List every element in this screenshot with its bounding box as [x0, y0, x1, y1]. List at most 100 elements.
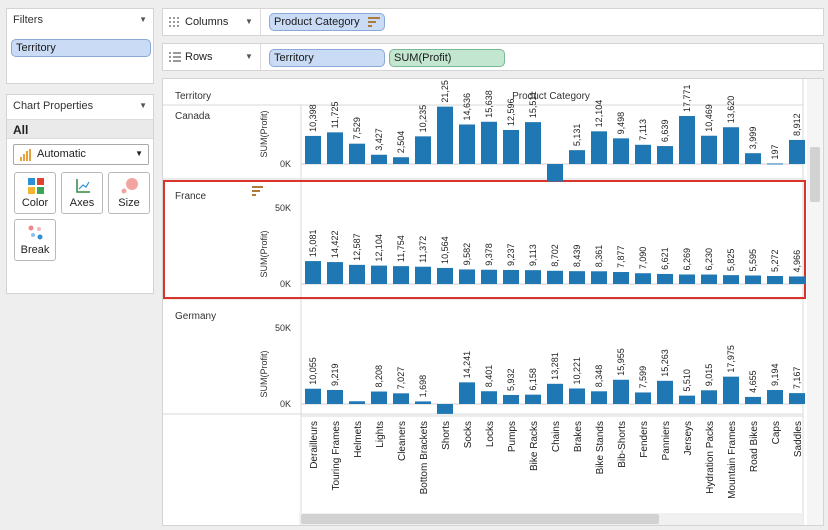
- break-button[interactable]: Break: [14, 219, 56, 261]
- chart-properties-header[interactable]: Chart Properties ▼: [7, 95, 153, 117]
- bar-canada[interactable]: [591, 131, 607, 164]
- vertical-scrollbar-thumb[interactable]: [810, 147, 820, 202]
- bar-canada[interactable]: [767, 163, 783, 165]
- color-button[interactable]: Color: [14, 172, 56, 214]
- columns-pill-product-category[interactable]: Product Category: [269, 13, 385, 31]
- bar-germany[interactable]: [415, 401, 431, 404]
- bar-canada[interactable]: [503, 129, 519, 164]
- bar-canada[interactable]: [459, 124, 475, 164]
- chart-properties-panel: Chart Properties ▼ All Automatic ▼ Color…: [6, 94, 154, 294]
- bar-germany[interactable]: [547, 383, 563, 404]
- bar-france[interactable]: [437, 267, 453, 284]
- bar-canada[interactable]: [723, 127, 739, 164]
- horizontal-scrollbar-thumb[interactable]: [301, 514, 659, 524]
- bar-canada[interactable]: [789, 139, 805, 164]
- bar-canada[interactable]: [657, 146, 673, 164]
- bar-germany[interactable]: [327, 389, 343, 404]
- bar-germany[interactable]: [349, 401, 365, 404]
- bar-germany[interactable]: [789, 393, 805, 404]
- bar-canada[interactable]: [679, 116, 695, 164]
- bar-france[interactable]: [613, 272, 629, 284]
- bar-germany[interactable]: [767, 390, 783, 404]
- bar-canada[interactable]: [569, 150, 585, 164]
- columns-pill-label: Product Category: [274, 16, 360, 28]
- bar-canada[interactable]: [349, 143, 365, 164]
- bar-france[interactable]: [503, 269, 519, 284]
- bar-canada[interactable]: [481, 121, 497, 164]
- sort-icon[interactable]: [252, 186, 263, 196]
- chevron-down-icon[interactable]: ▼: [245, 17, 253, 26]
- bar-canada[interactable]: [635, 144, 651, 164]
- chevron-down-icon[interactable]: ▼: [245, 52, 253, 61]
- bar-france[interactable]: [415, 266, 431, 284]
- chevron-down-icon[interactable]: ▼: [139, 15, 147, 24]
- bar-canada[interactable]: [525, 122, 541, 164]
- bar-germany[interactable]: [305, 388, 321, 404]
- data-label: 5,510: [682, 369, 692, 392]
- bar-france[interactable]: [723, 275, 739, 284]
- bar-germany[interactable]: [459, 382, 475, 404]
- bar-germany[interactable]: [723, 376, 739, 404]
- bar-germany[interactable]: [679, 395, 695, 404]
- bar-germany[interactable]: [657, 380, 673, 404]
- vertical-scrollbar-track[interactable]: [807, 79, 823, 526]
- bar-france[interactable]: [679, 274, 695, 284]
- bar-canada[interactable]: [745, 153, 761, 164]
- break-button-label: Break: [20, 244, 50, 256]
- bar-france[interactable]: [525, 270, 541, 284]
- bar-canada[interactable]: [305, 135, 321, 164]
- bar-canada[interactable]: [415, 136, 431, 164]
- category-label: Saddles: [793, 421, 804, 457]
- bar-france[interactable]: [789, 276, 805, 284]
- bar-france[interactable]: [305, 261, 321, 284]
- bar-canada[interactable]: [701, 135, 717, 164]
- bar-germany[interactable]: [525, 394, 541, 404]
- bar-germany[interactable]: [437, 404, 453, 414]
- bar-france[interactable]: [459, 269, 475, 284]
- bar-france[interactable]: [547, 270, 563, 284]
- tick-label-50k: 50K: [275, 323, 291, 333]
- rows-pill-sum-profit[interactable]: SUM(Profit): [389, 49, 505, 67]
- data-label: 12,596: [506, 98, 516, 126]
- bar-germany[interactable]: [745, 396, 761, 404]
- bar-france[interactable]: [569, 271, 585, 284]
- data-label: 21,25: [440, 80, 450, 103]
- rows-pill-territory[interactable]: Territory: [269, 49, 385, 67]
- size-button[interactable]: Size: [108, 172, 150, 214]
- bar-mark-icon: [20, 149, 31, 161]
- bar-canada[interactable]: [547, 164, 563, 182]
- bar-germany[interactable]: [591, 391, 607, 404]
- axes-button[interactable]: Axes: [61, 172, 103, 214]
- bar-germany[interactable]: [569, 388, 585, 404]
- bar-germany[interactable]: [635, 392, 651, 404]
- bar-france[interactable]: [349, 264, 365, 284]
- bar-france[interactable]: [371, 265, 387, 284]
- data-label: 6,639: [660, 120, 670, 143]
- filters-header[interactable]: Filters ▼: [7, 9, 153, 31]
- bar-germany[interactable]: [393, 393, 409, 404]
- bar-germany[interactable]: [503, 394, 519, 404]
- bar-germany[interactable]: [371, 391, 387, 404]
- bar-canada[interactable]: [371, 154, 387, 164]
- bar-france[interactable]: [591, 271, 607, 284]
- bar-france[interactable]: [481, 269, 497, 284]
- bar-france[interactable]: [657, 273, 673, 284]
- bar-germany[interactable]: [481, 391, 497, 404]
- bar-canada[interactable]: [393, 157, 409, 164]
- bar-canada[interactable]: [327, 132, 343, 164]
- scope-tab-all[interactable]: All: [7, 119, 153, 139]
- data-label: 8,361: [594, 245, 604, 268]
- bar-germany[interactable]: [613, 379, 629, 404]
- filter-pill-territory[interactable]: Territory: [11, 39, 151, 57]
- chevron-down-icon[interactable]: ▼: [139, 101, 147, 110]
- bar-france[interactable]: [635, 273, 651, 284]
- mark-type-select[interactable]: Automatic ▼: [13, 144, 149, 165]
- bar-france[interactable]: [327, 262, 343, 284]
- bar-france[interactable]: [393, 266, 409, 284]
- bar-germany[interactable]: [701, 390, 717, 404]
- bar-canada[interactable]: [613, 138, 629, 164]
- bar-canada[interactable]: [437, 106, 453, 164]
- bar-france[interactable]: [767, 275, 783, 284]
- bar-france[interactable]: [701, 274, 717, 284]
- bar-france[interactable]: [745, 275, 761, 284]
